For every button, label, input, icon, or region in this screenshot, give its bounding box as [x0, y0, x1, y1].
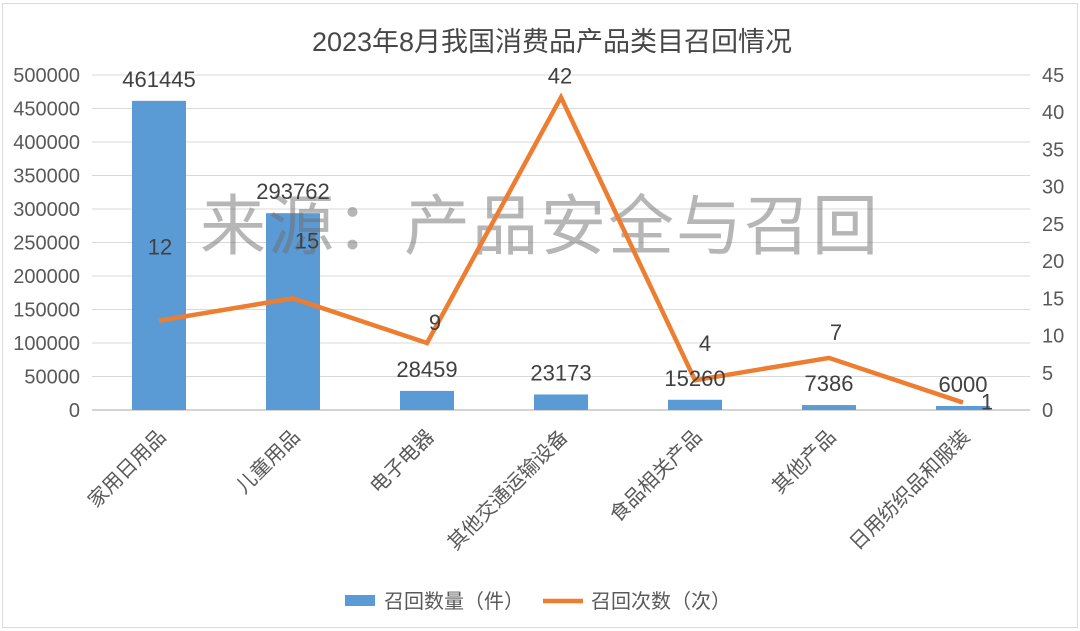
watermark: 来源：产品安全与召回: [200, 189, 880, 263]
right-axis-tick: 5: [1042, 363, 1053, 385]
left-axis-tick: 0: [69, 400, 80, 422]
bar-value-label-5: 7386: [805, 371, 854, 396]
left-axis-tick: 350000: [13, 166, 80, 188]
left-axis-tick: 100000: [13, 333, 80, 355]
left-axis-tick: 250000: [13, 233, 80, 255]
right-axis-tick: 10: [1042, 326, 1064, 348]
line-value-label-4: 4: [699, 331, 711, 356]
line-value-label-3: 42: [548, 63, 572, 88]
bar-3: [534, 394, 588, 410]
bar-value-label-2: 28459: [396, 357, 457, 382]
category-label-0: 家用日用品: [84, 425, 171, 512]
right-axis-tick: 15: [1042, 288, 1064, 310]
bar-value-label-3: 23173: [530, 360, 591, 385]
line-series: [158, 92, 964, 405]
right-axis-tick: 35: [1042, 139, 1064, 161]
right-axis-tick: 25: [1042, 214, 1064, 236]
right-axis-tick: 30: [1042, 177, 1064, 199]
gridlines: [92, 74, 1030, 411]
bar-value-label-6: 6000: [939, 372, 988, 397]
legend-line-label: 召回次数（次）: [591, 590, 731, 613]
bar-series: [132, 100, 990, 410]
bar-value-label-0: 461445: [122, 67, 195, 92]
right-axis-tick: 20: [1042, 251, 1064, 273]
legend-bar-swatch: [345, 595, 375, 606]
left-axis-tick: 500000: [13, 65, 80, 87]
bar-5: [802, 405, 856, 410]
left-axis-tick: 200000: [13, 266, 80, 288]
recall-count-line: [158, 92, 964, 405]
bar-1: [266, 213, 320, 410]
legend: 召回数量（件） 召回次数（次）: [345, 590, 731, 613]
chart-title: 2023年8月我国消费品产品类目召回情况: [312, 27, 792, 57]
left-axis-tick: 150000: [13, 300, 80, 322]
category-label-3: 其他交通运输设备: [443, 425, 572, 554]
bar-value-label-4: 15260: [664, 366, 725, 391]
bar-6: [936, 405, 990, 410]
bar-0: [132, 100, 186, 410]
left-axis-tick: 400000: [13, 132, 80, 154]
bar-value-label-1: 293762: [256, 179, 329, 204]
right-axis-tick: 0: [1042, 400, 1053, 422]
legend-bar-label: 召回数量（件）: [384, 590, 524, 613]
category-label-6: 日用纺织品和服装: [845, 425, 974, 554]
right-axis-tick: 45: [1042, 65, 1064, 87]
data-labels: 461445 293762 28459 23173 15260 7386 6000 12 15 9…: [122, 63, 993, 414]
line-value-label-1: 15: [295, 228, 319, 253]
line-value-label-2: 9: [429, 310, 441, 335]
left-axis-tick: 300000: [13, 199, 80, 221]
bar-2: [400, 390, 454, 410]
right-axis-tick: 40: [1042, 102, 1064, 124]
category-label-1: 儿童用品: [232, 425, 305, 498]
bar-4: [668, 399, 722, 410]
category-label-2: 电子电器: [366, 425, 439, 498]
category-label-5: 其他产品: [768, 425, 841, 498]
line-value-label-5: 7: [830, 320, 842, 345]
line-value-label-6: 1: [981, 390, 993, 415]
line-value-label-0: 12: [148, 235, 172, 260]
left-axis-tick: 450000: [13, 99, 80, 121]
category-label-4: 食品相关产品: [605, 425, 706, 526]
left-axis-tick: 50000: [24, 367, 80, 389]
